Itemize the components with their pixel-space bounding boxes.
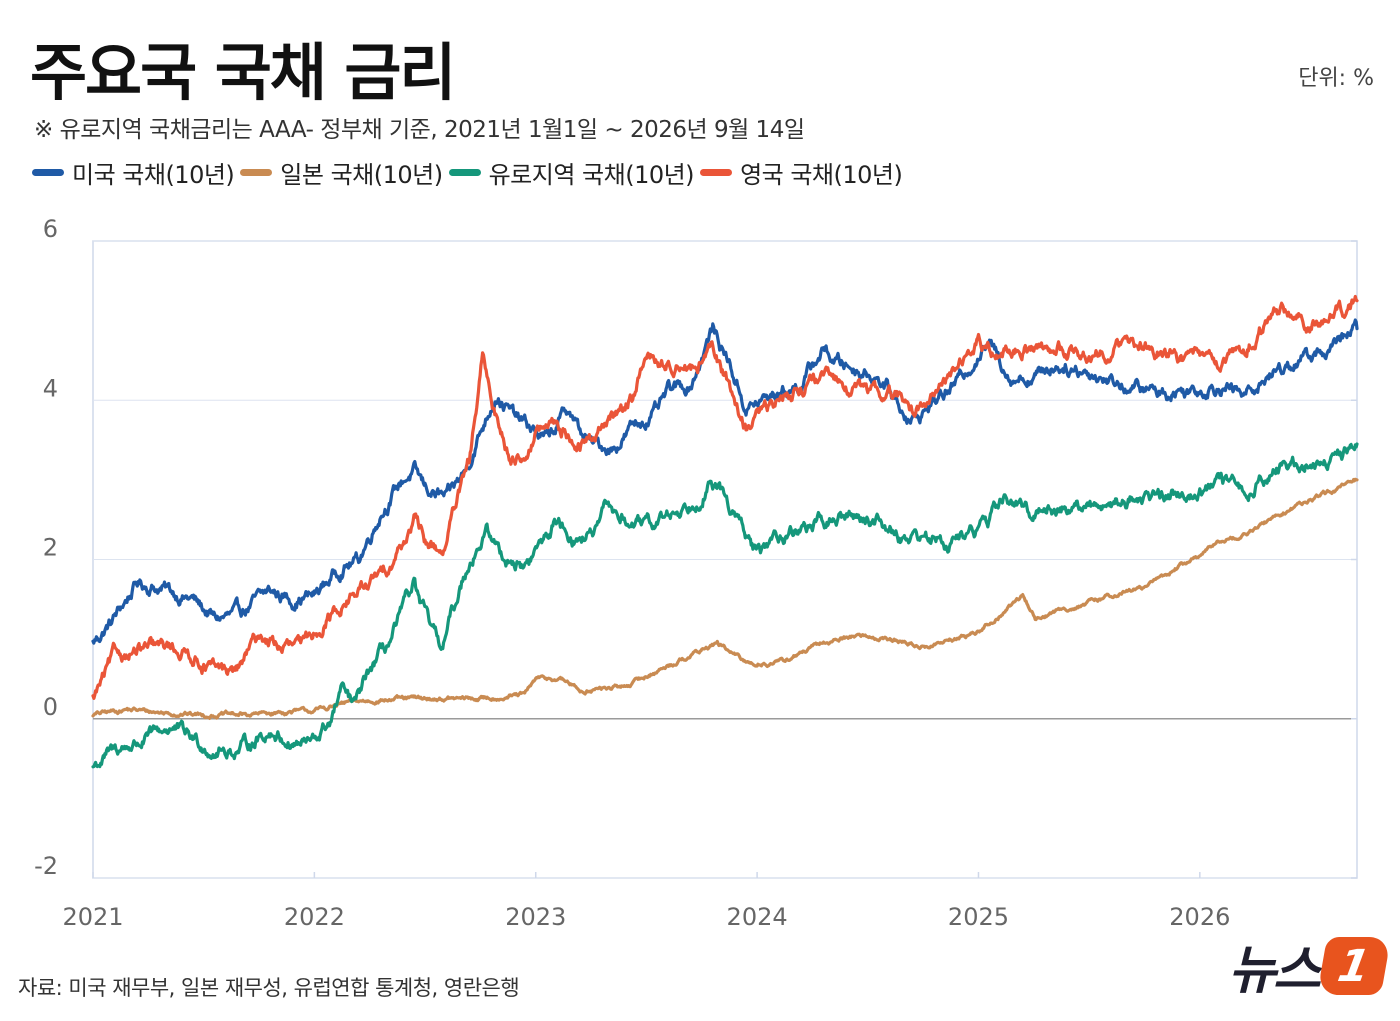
logo-text: 뉴스 — [1228, 941, 1321, 1001]
series-line-euro — [91, 442, 1359, 769]
y-tick-label: -2 — [34, 852, 58, 880]
series-line-us — [91, 318, 1359, 645]
y-tick-label: 2 — [43, 534, 58, 562]
logo-badge-number: 1 — [1334, 940, 1374, 991]
legend-label-euro: 유로지역 국채(10년) — [488, 161, 695, 189]
legend-swatch-us — [32, 169, 64, 176]
legend-item-japan: 일본 국채(10년) — [240, 155, 443, 190]
legend-swatch-uk — [700, 169, 733, 176]
legend-label-japan: 일본 국채(10년) — [280, 161, 443, 189]
chart-title: 주요국 국채 금리 — [30, 36, 456, 109]
unit-label: 단위: % — [1298, 66, 1374, 91]
legend-item-uk: 영국 국채(10년) — [700, 155, 903, 190]
legend-label-us: 미국 국채(10년) — [72, 161, 235, 189]
legend: 미국 국채(10년) 일본 국채(10년) 유로지역 국채(10년) 영국 국채… — [32, 155, 908, 190]
series-line-uk — [91, 294, 1359, 700]
y-tick-label: 4 — [43, 374, 58, 402]
series-line-japan — [91, 477, 1359, 720]
x-tick-label: 2024 — [727, 903, 788, 931]
legend-item-us: 미국 국채(10년) — [32, 155, 235, 190]
legend-item-euro: 유로지역 국채(10년) — [448, 155, 695, 190]
x-tick-label: 2025 — [948, 903, 1009, 931]
y-tick-label: 6 — [43, 215, 58, 243]
x-tick-label: 2022 — [284, 903, 345, 931]
x-tick-label: 2021 — [62, 903, 123, 931]
news1-logo: 뉴스 1 — [1228, 928, 1392, 1003]
logo-badge: 1 — [1316, 936, 1392, 995]
legend-swatch-euro — [448, 169, 481, 176]
source-note: 자료: 미국 재무부, 일본 재무성, 유럽연합 통계청, 영란은행 — [18, 976, 520, 1000]
x-tick-label: 2026 — [1169, 903, 1230, 931]
legend-label-uk: 영국 국채(10년) — [740, 161, 903, 189]
y-tick-label: 0 — [43, 693, 58, 721]
chart-subtitle: ※ 유로지역 국채금리는 AAA- 정부채 기준, 2021년 1월1일 ~ 2… — [34, 117, 805, 143]
legend-swatch-japan — [240, 169, 273, 176]
x-tick-label: 2023 — [505, 903, 566, 931]
